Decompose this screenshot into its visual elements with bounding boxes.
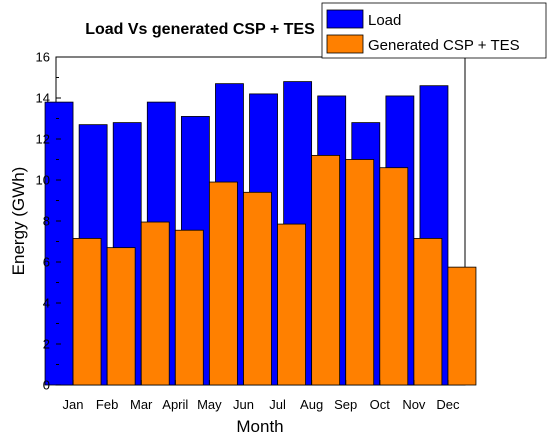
x-tick-label: Sep [334,397,357,412]
bar-generated-jul [277,223,306,386]
x-tick-label: April [162,397,188,412]
x-tick-label: Mar [130,397,153,412]
legend-label-load: Load [368,12,401,29]
bar-generated-oct [379,167,409,386]
bar-generated-sep [345,159,375,386]
x-tick-label: Jul [269,397,286,412]
bar-generated-april [174,229,204,386]
legend-label-generated: Generated CSP + TES [368,37,520,54]
bar-generated-mar [140,221,170,386]
y-tick-label: 8 [43,214,50,229]
legend-swatch-load [326,9,364,29]
x-tick-label: Feb [96,397,118,412]
legend: Load Generated CSP + TES [321,2,547,59]
y-tick-label: 10 [36,173,50,188]
y-tick-label: 0 [43,378,50,393]
axes-group: 0 2 4 6 8 10 12 14 16 Jan Feb Mar April May Jun Jul Aug S… [36,50,460,413]
bar-generated-dec [447,266,477,386]
bar-generated-jan [72,238,102,386]
bar-generated-may [208,181,238,386]
bar-generated-aug [311,154,341,386]
x-tick-label: Nov [402,397,426,412]
bar-generated-nov [413,238,443,386]
x-tick-label: Oct [370,397,391,412]
y-tick-label: 4 [43,296,50,311]
x-axis-label: Month [236,417,283,436]
x-tick-label: May [197,397,222,412]
y-tick-label: 6 [43,255,50,270]
bar-generated-feb [106,247,136,386]
y-axis-label: Energy (GWh) [9,167,28,276]
chart-title: Load Vs generated CSP + TES [85,21,315,38]
legend-swatch-generated [326,34,364,54]
x-tick-label: Aug [300,397,323,412]
bars-group [44,81,477,386]
y-tick-label: 12 [36,132,50,147]
x-tick-label: Jan [63,397,84,412]
y-tick-label: 16 [36,50,50,65]
y-tick-label: 14 [36,91,50,106]
y-tick-label: 2 [43,337,50,352]
bar-generated-jun [243,191,272,386]
x-tick-label: Jun [233,397,254,412]
x-tick-label: Dec [436,397,460,412]
